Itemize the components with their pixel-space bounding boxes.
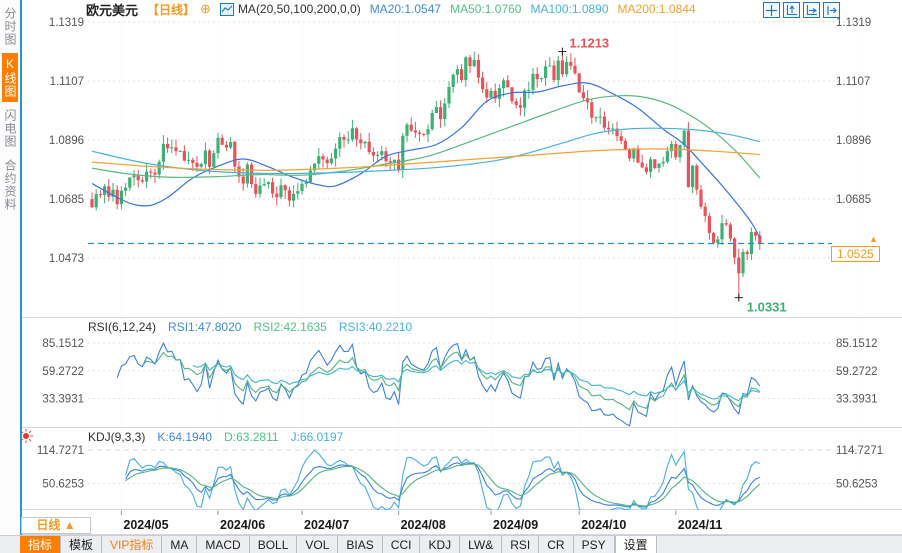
date-label: 2024/09	[493, 518, 538, 532]
rsi1-value: RSI1:47.8020	[168, 320, 242, 334]
jump-latest-icon[interactable]	[823, 2, 840, 18]
tab-CCI[interactable]: CCI	[383, 536, 421, 553]
axis-labels: 1.1319 1.1319 1.1107 1.1107 1.0896 1.0896 1.06…	[37, 17, 883, 490]
date-label: 2024/08	[401, 518, 446, 532]
indicator-tabbar: 指标 模板 VIP指标 MA MACD BOLL VOL BIAS CCI KDJ LW& RSI CR…	[0, 535, 902, 553]
ma50-value: MA50:1.0760	[450, 2, 522, 16]
price-axis-label: 59.2722	[836, 366, 878, 378]
sidebar-item-3[interactable]: 合约资料	[3, 159, 17, 211]
date-label: 2024/05	[123, 518, 168, 532]
rsi-params-label[interactable]: RSI(6,12,24)	[88, 320, 157, 334]
date-label: 2024/11	[678, 518, 723, 532]
price-axis-label: 85.1512	[42, 338, 84, 350]
price-axis-label: 50.6253	[836, 478, 878, 490]
price-axis-label: 1.0473	[49, 253, 84, 265]
period-selector-button[interactable]: 日线 ▲	[21, 517, 91, 534]
ma50-line	[91, 95, 761, 179]
y-scale-icon[interactable]	[783, 2, 800, 18]
price-markers: 1.1213 1.0331	[558, 36, 787, 315]
chart-toolbar	[763, 2, 840, 18]
x-scale-icon[interactable]	[803, 2, 820, 18]
kdj-d-line	[125, 463, 761, 507]
ma100-line	[91, 127, 760, 175]
tab-BIAS[interactable]: BIAS	[338, 536, 383, 553]
line-chart-icon	[219, 2, 234, 16]
gridlines	[22, 21, 902, 535]
kdj-j-value: J:66.0197	[290, 430, 344, 444]
tab-LW&[interactable]: LW&	[460, 536, 503, 553]
sidebar-item-2[interactable]: 闪电图	[3, 109, 17, 148]
chart-type-sidebar: 分时图 K线图闪电图合约资料	[0, 0, 22, 553]
add-symbol-icon[interactable]: ⊕	[200, 1, 211, 16]
price-axis-label: 114.7271	[37, 445, 84, 457]
rsi2-line	[142, 351, 761, 411]
price-axis-label: 114.7271	[836, 445, 883, 457]
date-label: 2024/07	[304, 518, 349, 532]
price-axis-label: 85.1512	[836, 338, 878, 350]
tab-CR[interactable]: CR	[539, 536, 574, 553]
tab-BOLL[interactable]: BOLL	[250, 536, 298, 553]
rsi2-value: RSI2:42.1635	[253, 320, 327, 334]
ma20-value: MA20:1.0547	[369, 2, 442, 16]
rsi3-line	[192, 359, 760, 402]
price-axis-label: 1.1107	[836, 76, 870, 88]
tab-PSY[interactable]: PSY	[574, 536, 615, 553]
kdj-k-value: K:64.1940	[157, 430, 213, 444]
ma-params-label[interactable]: MA(20,50,100,200,0,0)	[237, 2, 361, 16]
kdj-lines-layer	[125, 449, 761, 510]
price-axis-label: 33.3931	[42, 394, 84, 406]
price-axis-label: 1.0685	[49, 194, 84, 206]
price-axis-label: 33.3931	[836, 394, 878, 406]
kdj-d-value: D:63.2811	[224, 430, 279, 444]
price-axis-label: 1.1319	[836, 17, 871, 29]
tab-指标[interactable]: 指标	[20, 536, 62, 553]
ma-lines-layer	[91, 82, 761, 238]
tab-模板[interactable]: 模板	[61, 536, 103, 553]
x-axis: 2024/05 2024/06 2024/07 2024/08 2024/09 2024/…	[120, 510, 723, 532]
high-price-label: 1.1213	[569, 36, 609, 51]
price-axis-label: 1.1107	[50, 76, 84, 88]
date-label: 2024/06	[220, 518, 265, 532]
tab-VOL[interactable]: VOL	[297, 536, 339, 553]
ma200-value: MA200:1.0844	[617, 2, 696, 16]
rsi-header: RSI(6,12,24) RSI1:47.8020 RSI2:42.1635 R…	[88, 320, 412, 334]
price-axis-label: 59.2722	[42, 366, 84, 378]
symbol-title: 欧元美元	[86, 2, 139, 18]
current-price-tag: 1.0525	[831, 246, 880, 262]
kdj-header: KDJ(9,3,3) K:64.1940 D:63.2811 J:66.0197	[88, 430, 343, 444]
period-label[interactable]: 【日线】	[147, 2, 196, 17]
ma200-line	[91, 148, 760, 171]
sidebar-item-1[interactable]: K线图	[2, 53, 18, 102]
rsi-lines-layer	[116, 341, 761, 427]
ma100-value: MA100:1.0890	[530, 2, 609, 16]
candles-layer[interactable]	[90, 51, 762, 298]
tab-MA[interactable]: MA	[162, 536, 198, 553]
kdj-params-label[interactable]: KDJ(9,3,3)	[88, 430, 146, 444]
date-label: 2024/10	[581, 518, 626, 532]
tab-设置[interactable]: 设置	[614, 536, 657, 553]
chart-header: 欧元美元 【日线】 ⊕ MA(20,50,100,200,0,0) MA20:1…	[86, 0, 696, 18]
price-axis-label: 1.0896	[49, 135, 84, 147]
price-axis-label: 1.1319	[49, 17, 84, 29]
kdj-k-line	[125, 462, 761, 508]
rsi1-line	[116, 341, 761, 427]
tab-MACD[interactable]: MACD	[197, 536, 250, 553]
current-price-arrow: ▲	[869, 234, 878, 244]
tab-VIP指标[interactable]: VIP指标	[102, 536, 163, 553]
price-axis-label: 50.6253	[42, 478, 84, 490]
rsi3-value: RSI3:40.2210	[338, 320, 413, 334]
ma20-line	[91, 82, 761, 238]
price-axis-label: 1.0685	[836, 194, 871, 206]
tab-RSI[interactable]: RSI	[502, 536, 540, 553]
price-axis-label: 1.0896	[836, 135, 871, 147]
pan-move-icon[interactable]	[763, 2, 780, 18]
tab-KDJ[interactable]: KDJ	[420, 536, 461, 553]
low-price-label: 1.0331	[747, 300, 787, 315]
sidebar-item-0[interactable]: 分时图	[3, 7, 17, 46]
